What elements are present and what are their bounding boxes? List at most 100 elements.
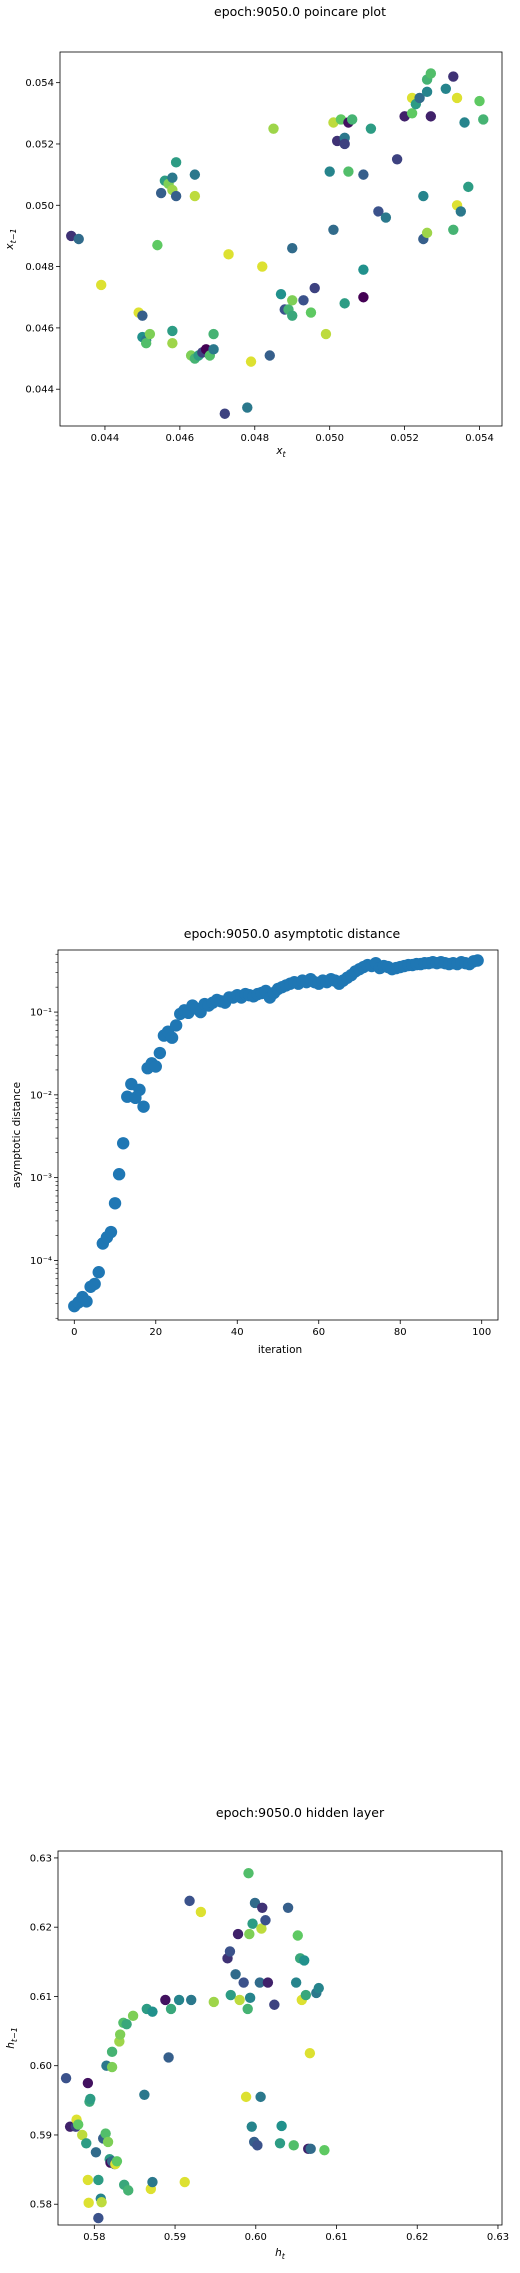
scatter-point	[141, 338, 151, 348]
scatter-point	[93, 1266, 105, 1278]
scatter-point	[121, 2019, 131, 2029]
scatter-point	[107, 2047, 117, 2057]
scatter-point	[252, 2140, 262, 2150]
scatter-point	[109, 1197, 121, 1209]
scatter-point	[339, 139, 349, 149]
scatter-point	[343, 166, 353, 176]
scatter-point	[171, 157, 181, 167]
scatter-point	[441, 84, 451, 94]
plot-frame	[60, 52, 502, 426]
y-tick-label: 0.59	[30, 2130, 52, 2141]
scatter-point	[418, 191, 428, 201]
scatter-point	[123, 2185, 133, 2195]
scatter-point	[276, 2121, 286, 2131]
scatter-point	[319, 2145, 329, 2155]
x-tick-label: 60	[312, 1327, 325, 1338]
x-tick-label: 0.58	[83, 2232, 105, 2243]
scatter-point	[339, 298, 349, 308]
scatter-point	[299, 1955, 309, 1965]
scatter-point	[244, 1929, 254, 1939]
scatter-point	[305, 2048, 315, 2058]
x-tick-label: 0.048	[240, 433, 269, 444]
scatter-point	[190, 169, 200, 179]
x-tick-label: 40	[231, 1327, 244, 1338]
scatter-point	[137, 1100, 149, 1112]
x-tick-label: 0.050	[315, 433, 344, 444]
y-tick-label: 10⁻³	[30, 1173, 52, 1184]
chart-title: epoch:9050.0 poincare plot	[214, 4, 386, 19]
y-tick-label: 0.60	[30, 2061, 52, 2072]
chart-title: epoch:9050.0 hidden layer	[216, 1805, 385, 1820]
scatter-point	[147, 2006, 157, 2016]
y-tick-label: 0.054	[25, 78, 54, 89]
x-tick-label: 0	[71, 1327, 77, 1338]
scatter-point	[81, 2138, 91, 2148]
scatter-point	[171, 191, 181, 201]
scatter-point	[107, 2062, 117, 2072]
asymptotic-figure: epoch:9050.0 asymptotic distance 0 20 40 60…	[0, 920, 520, 1370]
y-axis-label: xt−1	[4, 228, 18, 250]
scatter-point	[133, 1084, 145, 1096]
scatter-point	[167, 338, 177, 348]
scatter-point	[426, 68, 436, 78]
poincare-chart: epoch:9050.0 poincare plot 0.044 0.046 0.0…	[0, 0, 520, 460]
scatter-point	[347, 114, 357, 124]
scatter-point	[247, 1919, 257, 1929]
scatter-point	[255, 2092, 265, 2102]
scatter-point	[392, 154, 402, 164]
scatter-point	[180, 2177, 190, 2187]
marks-layer	[66, 68, 488, 419]
scatter-point	[167, 172, 177, 182]
y-tick-label: 0.58	[30, 2200, 52, 2211]
scatter-point	[243, 1868, 253, 1878]
scatter-point	[186, 1995, 196, 2005]
scatter-point	[234, 1995, 244, 2005]
scatter-point	[269, 2000, 279, 2010]
x-tick-label: 0.62	[406, 2232, 428, 2243]
x-axis-label: ht	[275, 2247, 286, 2261]
scatter-point	[478, 114, 488, 124]
scatter-point	[448, 71, 458, 81]
x-tick-label: 80	[394, 1327, 407, 1338]
scatter-point	[291, 1977, 301, 1987]
scatter-point	[287, 243, 297, 253]
x-tick-label: 0.046	[166, 433, 195, 444]
scatter-point	[145, 329, 155, 339]
y-ticks: 0.0440.0460.0480.0500.0520.054	[25, 78, 60, 396]
hidden-layer-chart: epoch:9050.0 hidden layer 0.58 0.59 0.60 0.…	[0, 1800, 520, 2269]
scatter-point	[276, 289, 286, 299]
scatter-point	[257, 261, 267, 271]
scatter-point	[190, 191, 200, 201]
scatter-point	[91, 2147, 101, 2157]
x-tick-label: 0.054	[465, 433, 494, 444]
scatter-point	[328, 225, 338, 235]
scatter-point	[268, 123, 278, 133]
x-tick-label: 100	[472, 1327, 491, 1338]
hidden-layer-figure: epoch:9050.0 hidden layer 0.58 0.59 0.60 0.…	[0, 1800, 520, 2269]
chart-title: epoch:9050.0 asymptotic distance	[184, 926, 401, 941]
scatter-point	[422, 87, 432, 97]
scatter-point	[220, 409, 230, 419]
scatter-point	[80, 1295, 92, 1307]
scatter-point	[301, 1990, 311, 2000]
scatter-point	[230, 1969, 240, 1979]
scatter-point	[139, 2090, 149, 2100]
scatter-point	[242, 402, 252, 412]
scatter-point	[74, 234, 84, 244]
scatter-point	[166, 2004, 176, 2014]
scatter-point	[93, 2175, 103, 2185]
plot-frame	[58, 950, 498, 1320]
scatter-point	[167, 326, 177, 336]
scatter-point	[184, 1896, 194, 1906]
x-tick-label: 0.63	[487, 2232, 509, 2243]
y-tick-label: 0.050	[25, 201, 54, 212]
scatter-point	[152, 240, 162, 250]
scatter-point	[209, 1997, 219, 2007]
scatter-point	[238, 1977, 248, 1987]
scatter-point	[233, 1929, 243, 1939]
y-tick-label: 0.052	[25, 139, 54, 150]
scatter-point	[471, 954, 483, 966]
scatter-point	[103, 2137, 113, 2147]
y-tick-label: 0.044	[25, 385, 54, 396]
scatter-point	[305, 2144, 315, 2154]
